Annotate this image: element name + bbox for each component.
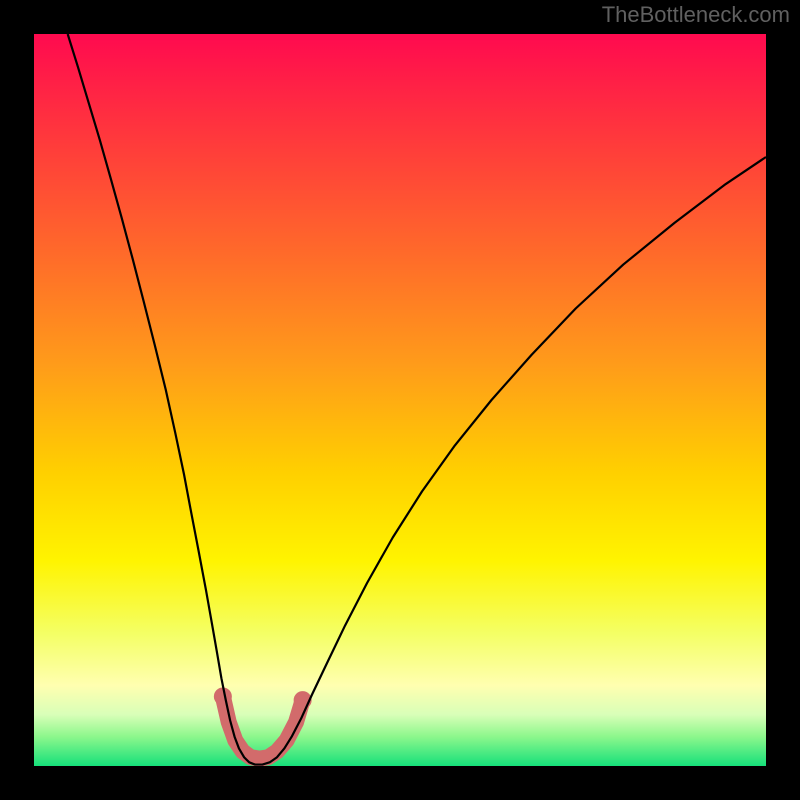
watermark-text: TheBottleneck.com	[602, 2, 790, 28]
bottleneck-chart: TheBottleneck.com	[0, 0, 800, 800]
chart-canvas	[0, 0, 800, 800]
plot-area	[34, 34, 766, 766]
